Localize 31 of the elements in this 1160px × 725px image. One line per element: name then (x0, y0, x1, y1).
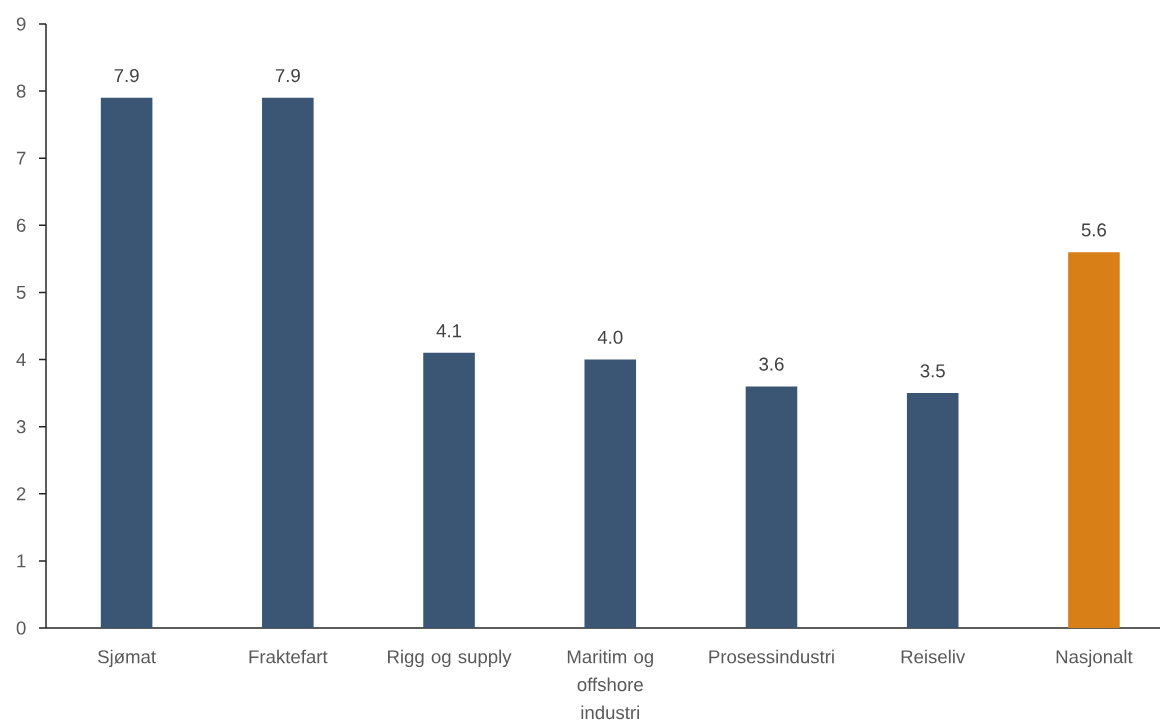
y-tick-label: 1 (17, 554, 26, 568)
bar (262, 97, 314, 628)
y-tick-label: 8 (16, 84, 26, 98)
x-tick-label: Fraktefart (249, 649, 328, 664)
x-tick-label: Reiseliv (901, 649, 966, 664)
data-label: 7.9 (114, 68, 139, 83)
y-tick-label: 5 (16, 285, 26, 299)
y-tick-label: 6 (16, 218, 26, 232)
data-label: 4.0 (597, 330, 623, 344)
y-tick-label: 4 (16, 353, 26, 366)
bar (745, 386, 798, 628)
bar (100, 97, 153, 628)
data-label: 3.5 (920, 364, 945, 378)
data-label: 7.9 (275, 68, 300, 83)
bar (584, 359, 637, 628)
y-tick-label: 7 (16, 151, 26, 165)
y-tick-label: 9 (16, 17, 26, 31)
x-tick-label: Sjømat (98, 649, 156, 668)
data-label: 5.6 (1081, 223, 1107, 237)
bar (423, 352, 475, 628)
data-label: 4.1 (436, 324, 462, 338)
x-tick-label: Nasjonalt (1056, 649, 1133, 668)
y-tick-label: 3 (16, 420, 26, 434)
x-tick-label: Prosessindustri (709, 649, 834, 664)
bar (1068, 252, 1120, 628)
y-tick-label: 2 (16, 487, 26, 501)
bar (906, 393, 959, 628)
x-tick-label: Maritim og offshore industri (567, 649, 653, 720)
x-tick-label: Rigg og supply (388, 649, 512, 668)
y-tick-label: 0 (16, 621, 26, 635)
data-label: 3.6 (759, 357, 784, 371)
